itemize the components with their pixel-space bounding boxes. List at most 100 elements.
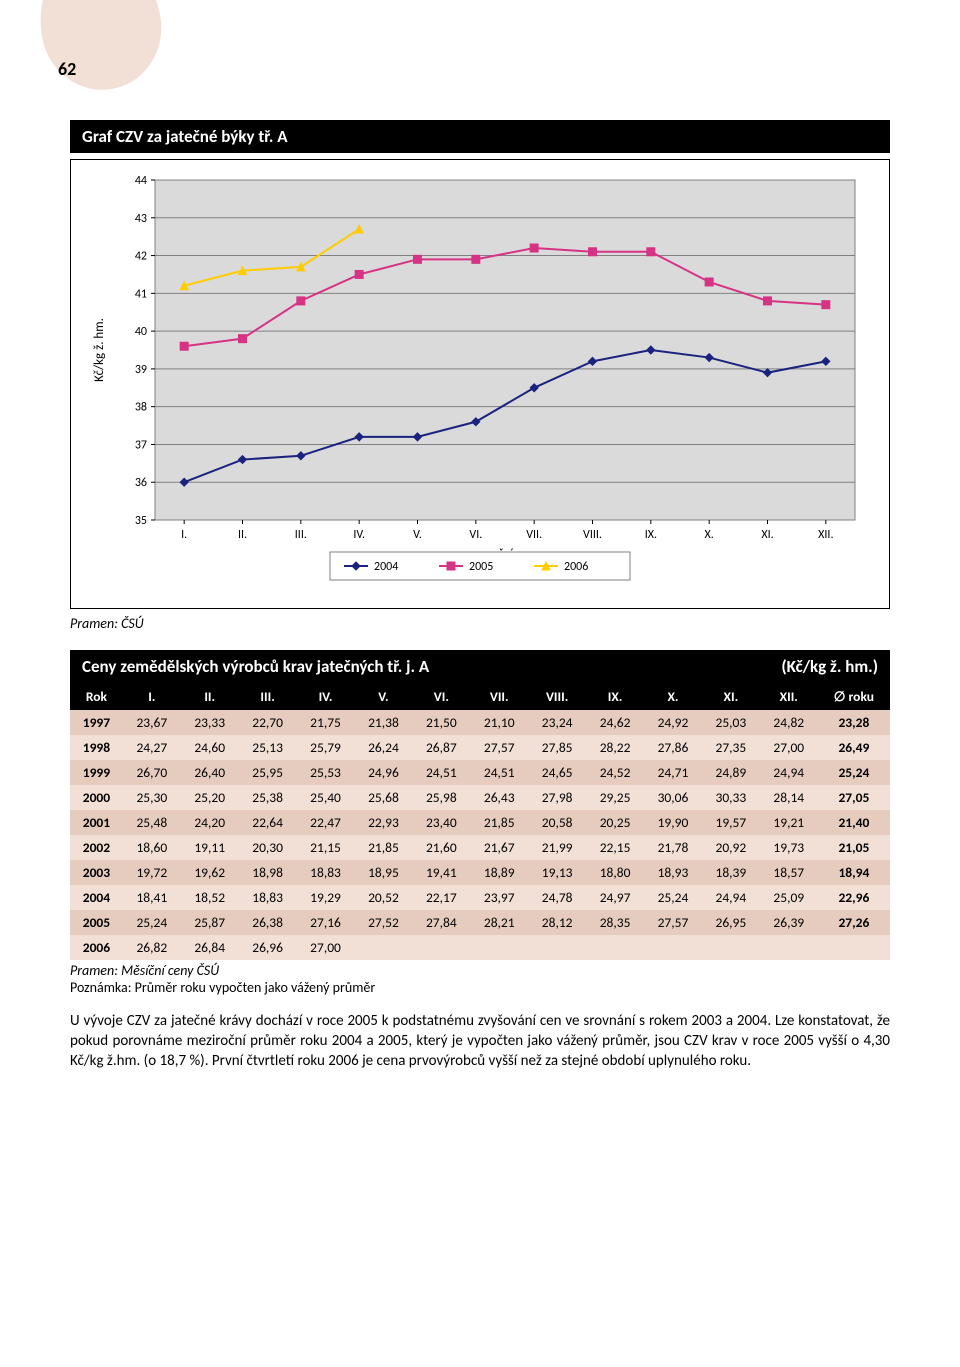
- table-header: X.: [644, 683, 702, 710]
- table-cell: [528, 935, 586, 960]
- table-header: XI.: [702, 683, 760, 710]
- table-cell: [586, 935, 644, 960]
- table-cell: 26,49: [818, 735, 890, 760]
- table-cell: 24,78: [528, 885, 586, 910]
- table-cell: 21,10: [470, 710, 528, 735]
- table-cell: 25,24: [644, 885, 702, 910]
- table-cell: [412, 935, 470, 960]
- table-cell: 26,82: [123, 935, 181, 960]
- chart-source: Pramen: ČSÚ: [70, 615, 890, 632]
- table-row: 200125,4824,2022,6422,4722,9323,4021,852…: [70, 810, 890, 835]
- table-title-left: Ceny zemědělských výrobců krav jatečných…: [82, 656, 429, 677]
- table-cell: 25,53: [297, 760, 355, 785]
- table-header: III.: [239, 683, 297, 710]
- table-cell: 21,40: [818, 810, 890, 835]
- table-cell: 19,90: [644, 810, 702, 835]
- table-cell: 22,96: [818, 885, 890, 910]
- table-note: Poznámka: Průměr roku vypočten jako váže…: [70, 979, 890, 996]
- table-cell: 25,13: [239, 735, 297, 760]
- table-cell: 20,92: [702, 835, 760, 860]
- svg-text:2005: 2005: [469, 560, 493, 574]
- table-cell: 18,60: [123, 835, 181, 860]
- table-cell: 26,70: [123, 760, 181, 785]
- table-cell: 24,27: [123, 735, 181, 760]
- table-cell: 25,95: [239, 760, 297, 785]
- table-cell: 22,70: [239, 710, 297, 735]
- table-row: 200525,2425,8726,3827,1627,5227,8428,212…: [70, 910, 890, 935]
- table-cell: 22,15: [586, 835, 644, 860]
- table-cell: 18,57: [760, 860, 818, 885]
- table-cell: 28,14: [760, 785, 818, 810]
- table-cell: 18,93: [644, 860, 702, 885]
- table-cell: 24,52: [586, 760, 644, 785]
- table-cell: [644, 935, 702, 960]
- table-cell: 19,13: [528, 860, 586, 885]
- table-cell: 2002: [70, 835, 123, 860]
- table-cell: 19,62: [181, 860, 239, 885]
- table-cell: 25,48: [123, 810, 181, 835]
- table-cell: 2001: [70, 810, 123, 835]
- table-cell: 2000: [70, 785, 123, 810]
- table-cell: 21,60: [412, 835, 470, 860]
- table-cell: 24,89: [702, 760, 760, 785]
- table-header: II.: [181, 683, 239, 710]
- chart-title: Graf CZV za jatečné býky tř. A: [70, 120, 890, 153]
- svg-text:I.: I.: [181, 528, 187, 542]
- table-cell: 18,41: [123, 885, 181, 910]
- table-row: 199824,2724,6025,1325,7926,2426,8727,572…: [70, 735, 890, 760]
- svg-text:VII.: VII.: [526, 528, 542, 542]
- table-cell: 27,84: [412, 910, 470, 935]
- table-cell: 24,97: [586, 885, 644, 910]
- table-cell: 1997: [70, 710, 123, 735]
- table-cell: 27,57: [644, 910, 702, 935]
- table-cell: 2004: [70, 885, 123, 910]
- table-title-bar: Ceny zemědělských výrobců krav jatečných…: [70, 650, 890, 683]
- table-cell: 19,72: [123, 860, 181, 885]
- table-cell: 20,25: [586, 810, 644, 835]
- table-cell: 21,50: [412, 710, 470, 735]
- table-cell: 19,21: [760, 810, 818, 835]
- svg-text:41: 41: [135, 287, 147, 301]
- table-cell: 22,17: [412, 885, 470, 910]
- table-cell: 26,24: [354, 735, 412, 760]
- svg-text:XI.: XI.: [761, 528, 773, 542]
- chart-container: 35363738394041424344I.II.III.IV.V.VI.VII…: [70, 159, 890, 609]
- table-cell: 20,52: [354, 885, 412, 910]
- svg-text:XII.: XII.: [818, 528, 833, 542]
- table-cell: 26,84: [181, 935, 239, 960]
- table-cell: 2005: [70, 910, 123, 935]
- svg-text:36: 36: [135, 476, 147, 490]
- table-cell: 20,30: [239, 835, 297, 860]
- table-cell: 19,29: [297, 885, 355, 910]
- svg-text:II.: II.: [238, 528, 247, 542]
- table-cell: 24,92: [644, 710, 702, 735]
- table-cell: 18,39: [702, 860, 760, 885]
- table-row: 200626,8226,8426,9627,00: [70, 935, 890, 960]
- table-cell: 27,26: [818, 910, 890, 935]
- table-cell: [760, 935, 818, 960]
- table-cell: 24,60: [181, 735, 239, 760]
- table-cell: 21,15: [297, 835, 355, 860]
- table-cell: 1998: [70, 735, 123, 760]
- svg-text:IV.: IV.: [353, 528, 365, 542]
- table-header: Rok: [70, 683, 123, 710]
- table-cell: 30,33: [702, 785, 760, 810]
- svg-text:X.: X.: [705, 528, 714, 542]
- table-header: V.: [354, 683, 412, 710]
- table-cell: 21,85: [354, 835, 412, 860]
- table-cell: 24,94: [702, 885, 760, 910]
- table-cell: 26,39: [760, 910, 818, 935]
- table-cell: 25,20: [181, 785, 239, 810]
- table-cell: 23,40: [412, 810, 470, 835]
- table-cell: 23,67: [123, 710, 181, 735]
- table-cell: [470, 935, 528, 960]
- table-cell: 27,98: [528, 785, 586, 810]
- table-cell: 18,89: [470, 860, 528, 885]
- table-cell: 23,24: [528, 710, 586, 735]
- table-cell: 26,38: [239, 910, 297, 935]
- table-row: 200418,4118,5218,8319,2920,5222,1723,972…: [70, 885, 890, 910]
- table-header: I.: [123, 683, 181, 710]
- table-row: 200218,6019,1120,3021,1521,8521,6021,672…: [70, 835, 890, 860]
- table-cell: 19,41: [412, 860, 470, 885]
- table-cell: 24,65: [528, 760, 586, 785]
